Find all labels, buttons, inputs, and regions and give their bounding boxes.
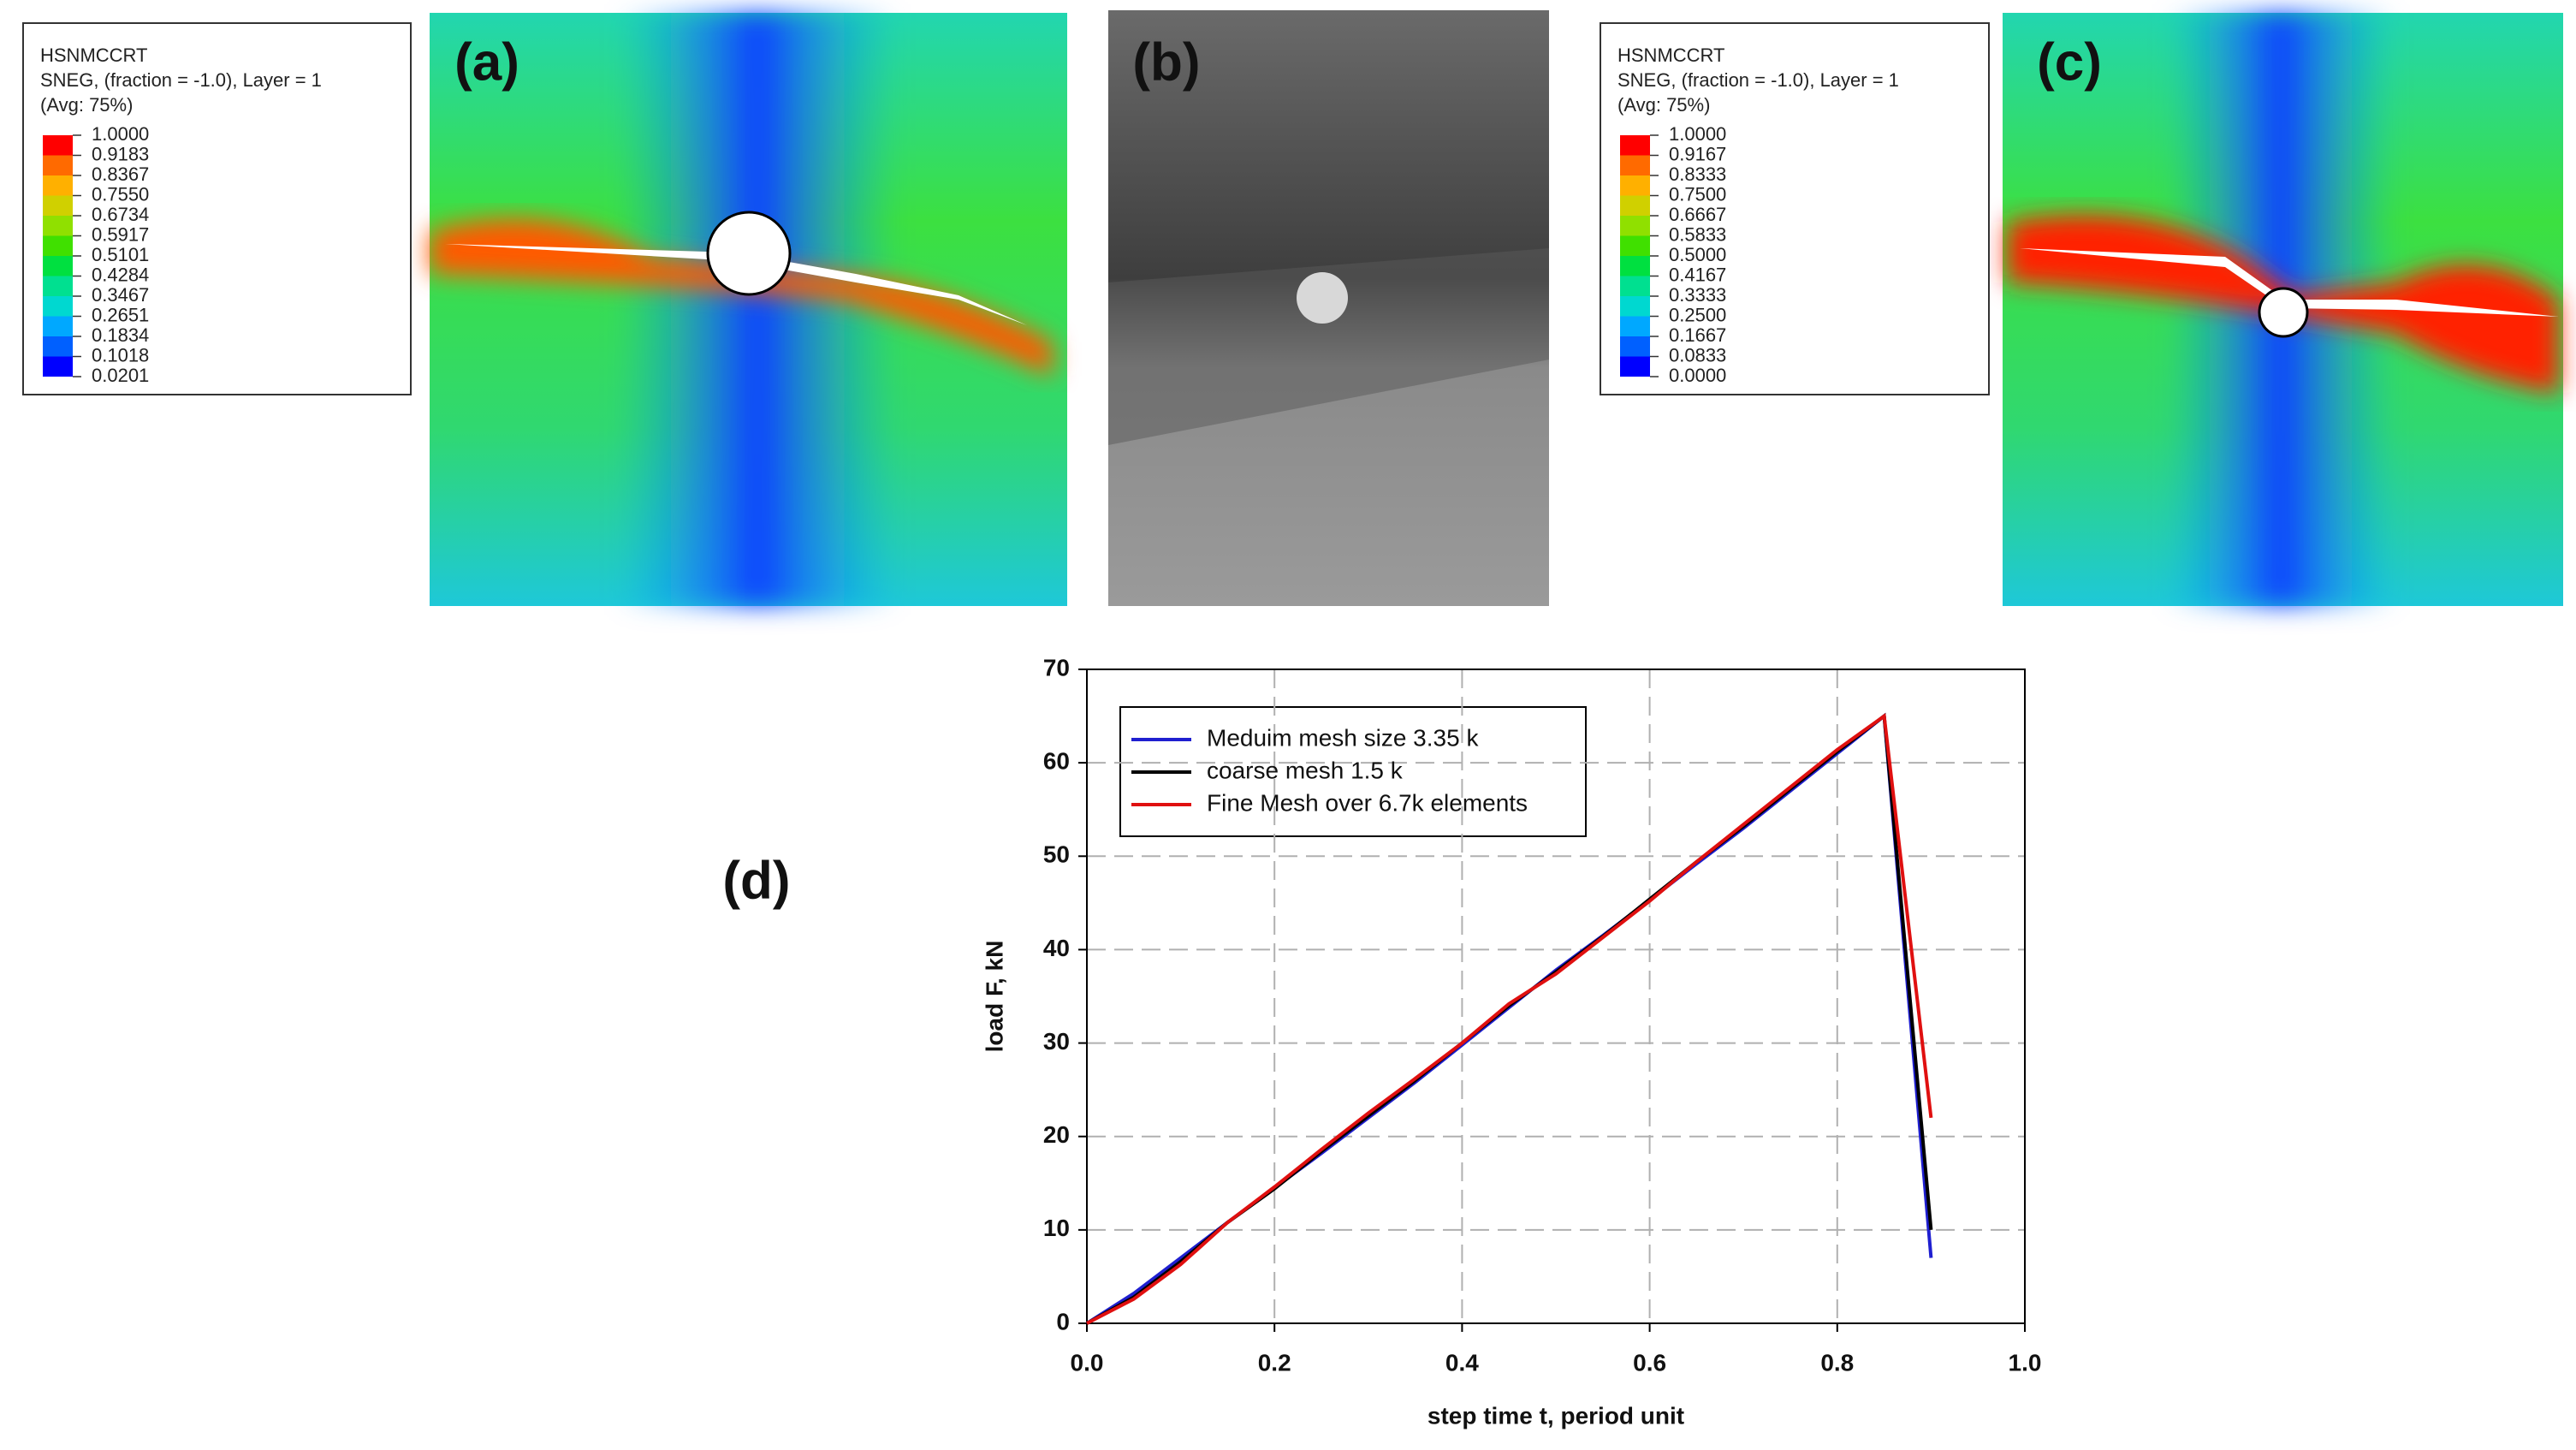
level-label: 0.7500 [1669, 183, 1726, 205]
level-label: 0.9167 [1669, 143, 1726, 164]
level-label: 0.0833 [1669, 344, 1726, 365]
color-band [1620, 155, 1650, 175]
level-label: 0.8367 [92, 163, 149, 185]
level-label: 0.5917 [92, 223, 149, 245]
color-band [43, 195, 73, 216]
panel-label: (b) [1132, 33, 1200, 92]
x-tick-label: 0.8 [1820, 1349, 1854, 1376]
color-band [1620, 135, 1650, 156]
color-band [43, 235, 73, 256]
panel-label: (d) [722, 851, 790, 910]
x-tick-label: 0.4 [1445, 1349, 1479, 1376]
color-band [43, 316, 73, 336]
legend-text: HSNMCCRT [1617, 45, 1724, 66]
legend-text: SNEG, (fraction = -1.0), Layer = 1 [1617, 69, 1899, 91]
level-label: 0.2651 [92, 304, 149, 325]
y-axis-label: load F, kN [981, 941, 1007, 1053]
color-band [43, 135, 73, 156]
color-band [1620, 276, 1650, 296]
color-band [43, 296, 73, 317]
legend-box-a [22, 22, 412, 395]
legend-text: SNEG, (fraction = -1.0), Layer = 1 [40, 69, 322, 91]
x-tick-label: 0.0 [1071, 1349, 1104, 1376]
color-band [43, 356, 73, 377]
x-axis-label: step time t, period unit [1427, 1402, 1684, 1429]
level-label: 0.1018 [92, 344, 149, 365]
level-label: 0.0201 [92, 365, 149, 386]
color-band [1620, 356, 1650, 377]
y-tick-label: 70 [1043, 654, 1070, 680]
level-label: 1.0000 [92, 123, 149, 145]
color-band [1620, 235, 1650, 256]
color-band [43, 175, 73, 196]
color-band [43, 155, 73, 175]
legend-text: (Avg: 75%) [40, 94, 133, 116]
level-label: 0.3333 [1669, 284, 1726, 306]
y-tick-label: 20 [1043, 1121, 1070, 1148]
color-band [43, 336, 73, 357]
legend-label: Meduim mesh size 3.35 k [1207, 724, 1479, 751]
color-band [1620, 336, 1650, 357]
level-label: 0.4284 [92, 264, 149, 285]
plot-frame [1086, 669, 2026, 1324]
level-label: 0.3467 [92, 284, 149, 306]
y-tick-label: 30 [1043, 1028, 1070, 1055]
level-label: 0.9183 [92, 143, 149, 164]
panel-label: (a) [454, 33, 519, 92]
level-label: 1.0000 [1669, 123, 1726, 145]
color-band [1620, 216, 1650, 236]
level-label: 0.4167 [1669, 264, 1726, 285]
legend-label: coarse mesh 1.5 k [1207, 757, 1404, 783]
contour-c [2003, 13, 2563, 606]
color-band [1620, 296, 1650, 317]
panel-label: (c) [2037, 33, 2102, 92]
legend-label: Fine Mesh over 6.7k elements [1207, 789, 1528, 816]
level-label: 0.5000 [1669, 244, 1726, 265]
level-label: 0.2500 [1669, 304, 1726, 325]
color-band [1620, 195, 1650, 216]
level-label: 0.0000 [1669, 365, 1726, 386]
x-tick-label: 0.6 [1633, 1349, 1666, 1376]
level-label: 0.6734 [92, 204, 149, 225]
level-label: 0.1834 [92, 324, 149, 346]
x-tick-label: 0.2 [1258, 1349, 1291, 1376]
level-label: 0.1667 [1669, 324, 1726, 346]
level-label: 0.8333 [1669, 163, 1726, 185]
legend-box-c [1600, 22, 1990, 395]
y-tick-label: 50 [1043, 841, 1070, 868]
legend-text: (Avg: 75%) [1617, 94, 1710, 116]
level-label: 0.6667 [1669, 204, 1726, 225]
color-band [43, 276, 73, 296]
color-band [43, 216, 73, 236]
series-line [1086, 712, 1933, 1325]
y-tick-label: 10 [1043, 1215, 1070, 1241]
color-band [43, 256, 73, 276]
color-band [1620, 316, 1650, 336]
legend-text: HSNMCCRT [40, 45, 147, 66]
level-label: 0.5833 [1669, 223, 1726, 245]
level-label: 0.7550 [92, 183, 149, 205]
level-label: 0.5101 [92, 244, 149, 265]
x-tick-label: 1.0 [2009, 1349, 2042, 1376]
y-tick-label: 0 [1056, 1308, 1070, 1334]
color-band [1620, 175, 1650, 196]
y-tick-label: 40 [1043, 935, 1070, 961]
y-tick-label: 60 [1043, 748, 1070, 775]
color-band [1620, 256, 1650, 276]
contour-a [430, 13, 1067, 606]
photo-b [1108, 10, 1549, 606]
chart-legend-box [1119, 706, 1587, 837]
